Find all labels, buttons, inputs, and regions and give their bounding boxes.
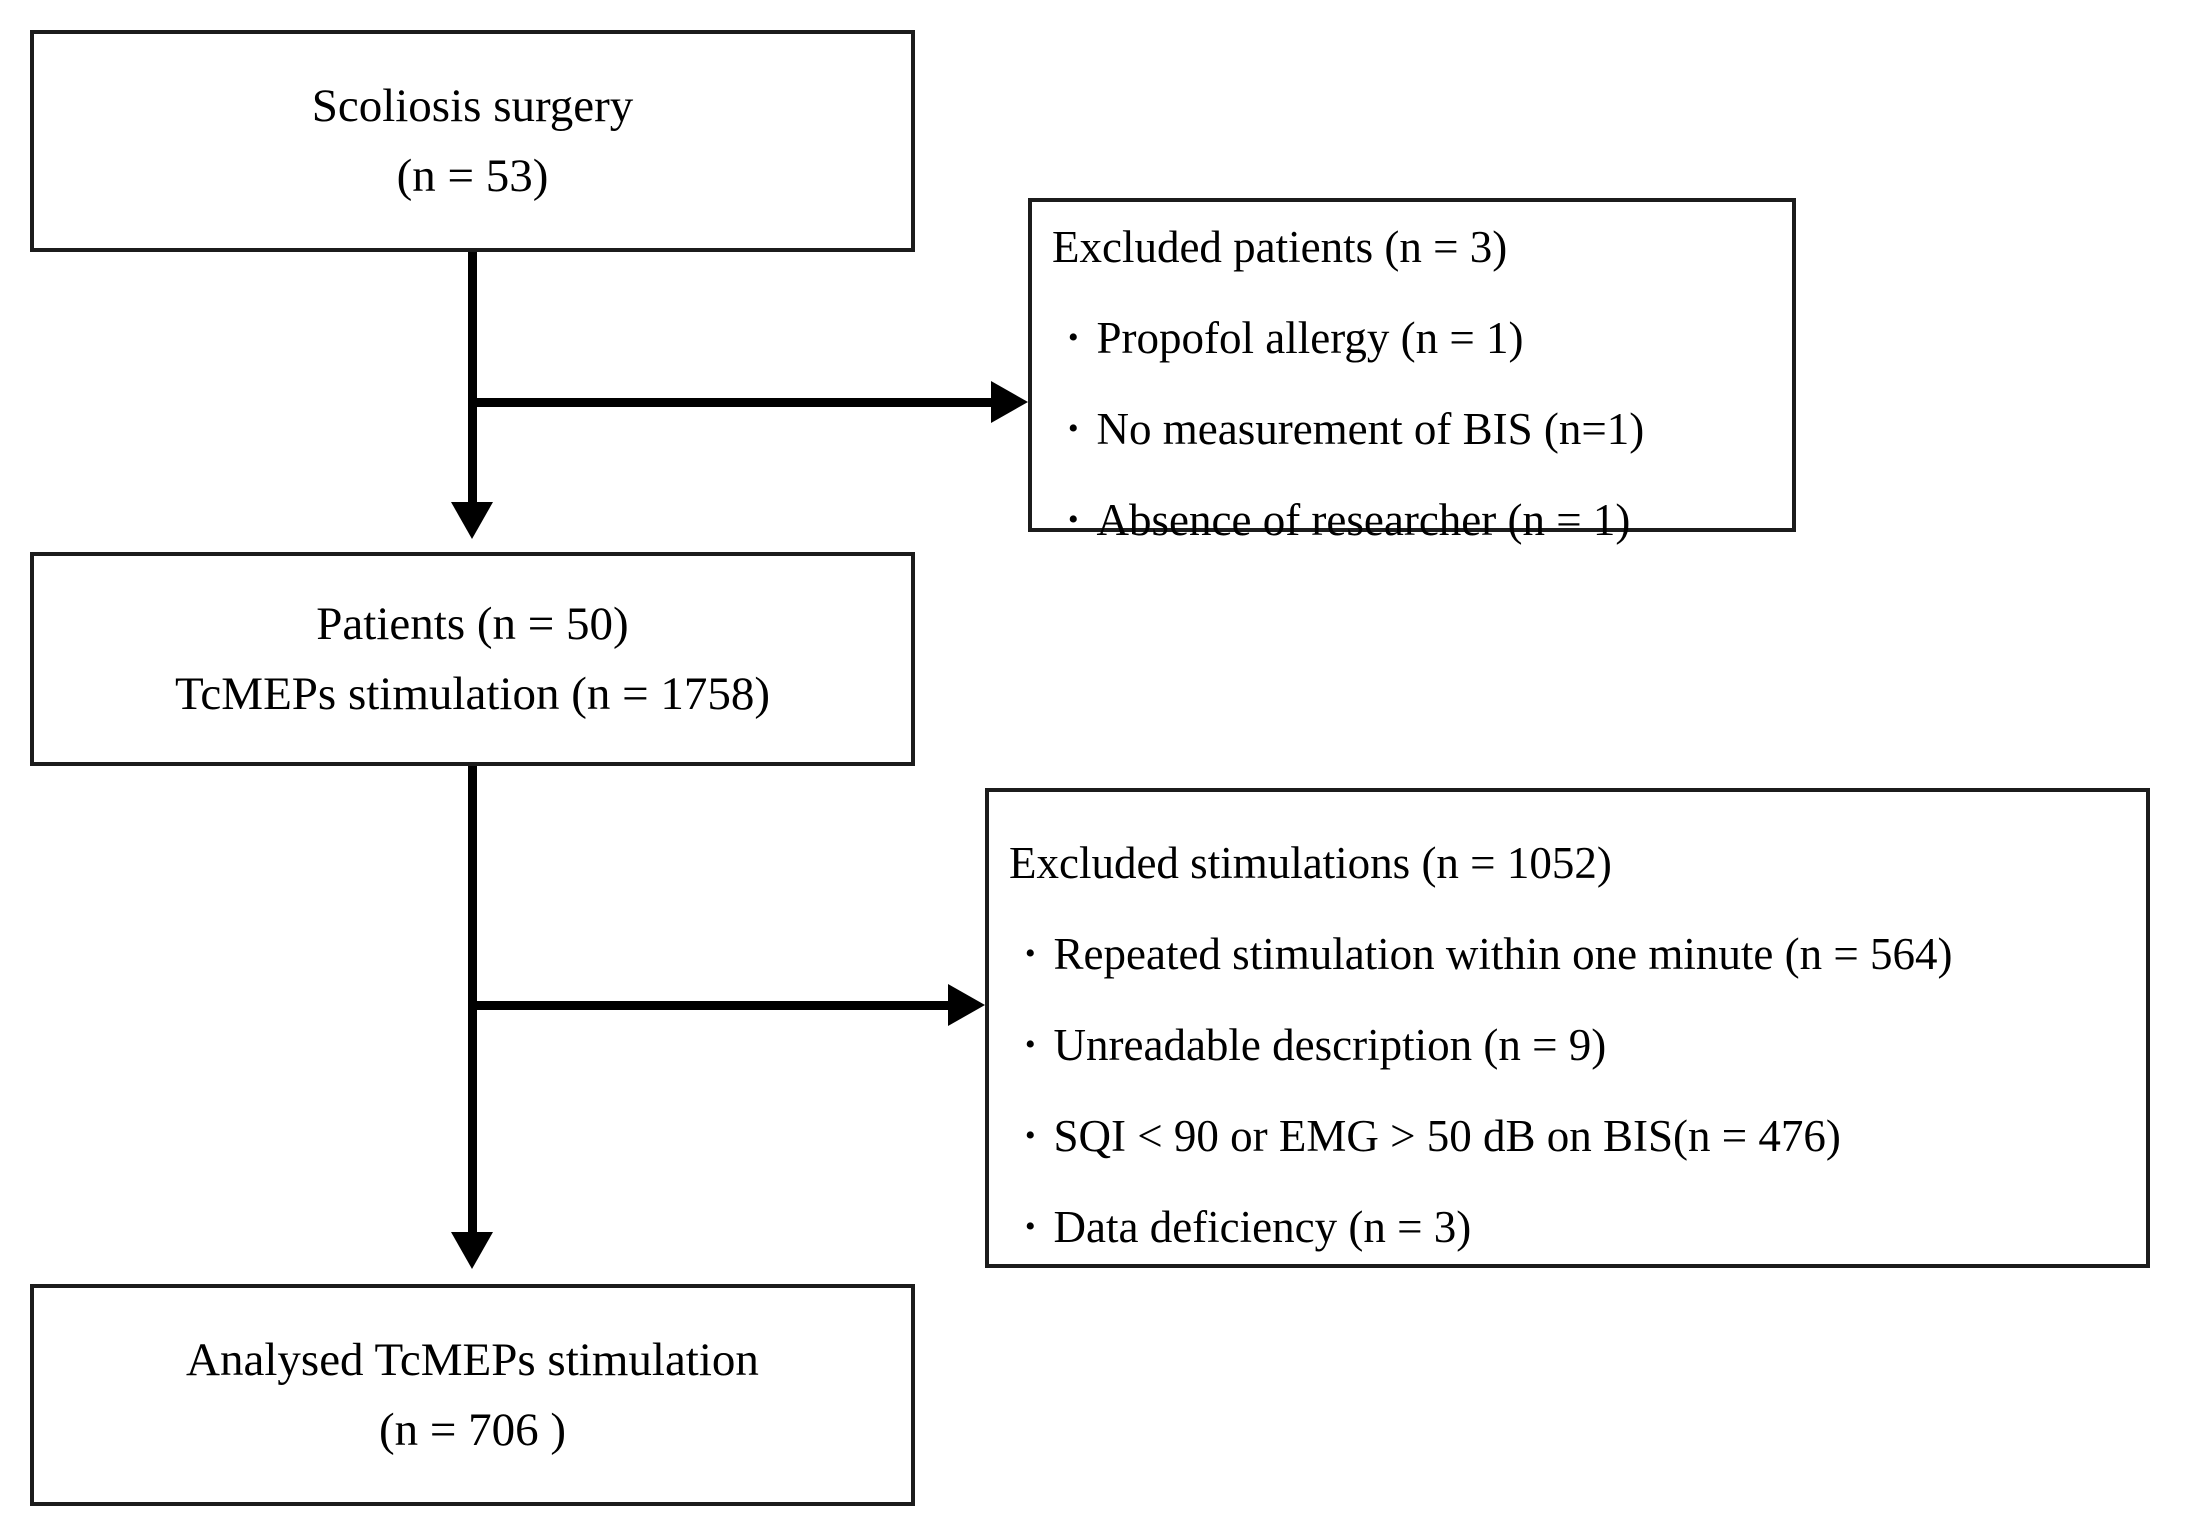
connector-to-excluded-patients-line xyxy=(472,398,992,407)
bullet-icon: • xyxy=(1068,503,1079,536)
excluded-stimulations-item-4: • Data deficiency (n = 3) xyxy=(1025,1198,2126,1256)
excluded-patients-item-1: • Propofol allergy (n = 1) xyxy=(1068,309,1772,367)
arrowhead-down-icon xyxy=(451,502,493,539)
bullet-icon: • xyxy=(1025,1210,1036,1243)
excluded-patients-item-3: • Absence of researcher (n = 1) xyxy=(1068,491,1772,549)
arrowhead-right-icon xyxy=(948,984,985,1026)
patients-line2: TcMEPs stimulation (n = 1758) xyxy=(174,668,771,720)
bullet-icon: • xyxy=(1025,1119,1036,1152)
box-excluded-patients: Excluded patients (n = 3) • Propofol all… xyxy=(1028,198,1796,545)
connector-patients-to-analysed-line xyxy=(468,766,477,1234)
analysed-line1: Analysed TcMEPs stimulation xyxy=(186,1334,759,1386)
excluded-stimulations-item-1-text: Repeated stimulation within one minute (… xyxy=(1053,929,1953,979)
arrowhead-right-icon xyxy=(991,381,1028,423)
excluded-patients-title: Excluded patients (n = 3) xyxy=(1052,222,1508,272)
patients-line1: Patients (n = 50) xyxy=(316,598,629,650)
excluded-stimulations-item-2-text: Unreadable description (n = 9) xyxy=(1053,1020,1607,1070)
bullet-icon: • xyxy=(1025,1028,1036,1061)
bullet-icon: • xyxy=(1068,321,1079,354)
scoliosis-line1: Scoliosis surgery xyxy=(311,80,634,132)
box-analysed-stimulation: Analysed TcMEPs stimulation (n = 706 ) xyxy=(30,1284,915,1506)
excluded-stimulations-item-2: • Unreadable description (n = 9) xyxy=(1025,1016,2126,1074)
excluded-patients-item-2-text: No measurement of BIS (n=1) xyxy=(1096,404,1645,454)
excluded-stimulations-item-3: • SQI < 90 or EMG > 50 dB on BIS(n = 476… xyxy=(1025,1107,2126,1165)
box-scoliosis-surgery: Scoliosis surgery (n = 53) xyxy=(30,30,915,252)
connector-scoliosis-to-patients-line xyxy=(468,252,477,504)
excluded-stimulations-title: Excluded stimulations (n = 1052) xyxy=(1009,838,1612,888)
bullet-icon: • xyxy=(1068,412,1079,445)
excluded-patients-item-1-text: Propofol allergy (n = 1) xyxy=(1096,313,1524,363)
scoliosis-count: (n = 53) xyxy=(396,150,549,202)
excluded-patients-item-2: • No measurement of BIS (n=1) xyxy=(1068,400,1772,458)
excluded-stimulations-item-4-text: Data deficiency (n = 3) xyxy=(1053,1202,1472,1252)
bullet-icon: • xyxy=(1025,937,1036,970)
box-excluded-stimulations: Excluded stimulations (n = 1052) • Repea… xyxy=(985,788,2150,1268)
box-patients: Patients (n = 50) TcMEPs stimulation (n … xyxy=(30,552,915,766)
excluded-stimulations-item-3-text: SQI < 90 or EMG > 50 dB on BIS(n = 476) xyxy=(1053,1111,1841,1161)
excluded-patients-item-3-text: Absence of researcher (n = 1) xyxy=(1096,495,1631,545)
connector-to-excluded-stimulations-line xyxy=(472,1001,949,1010)
analysed-count: (n = 706 ) xyxy=(378,1404,567,1456)
arrowhead-down-icon xyxy=(451,1232,493,1269)
excluded-stimulations-item-1: • Repeated stimulation within one minute… xyxy=(1025,925,2126,983)
